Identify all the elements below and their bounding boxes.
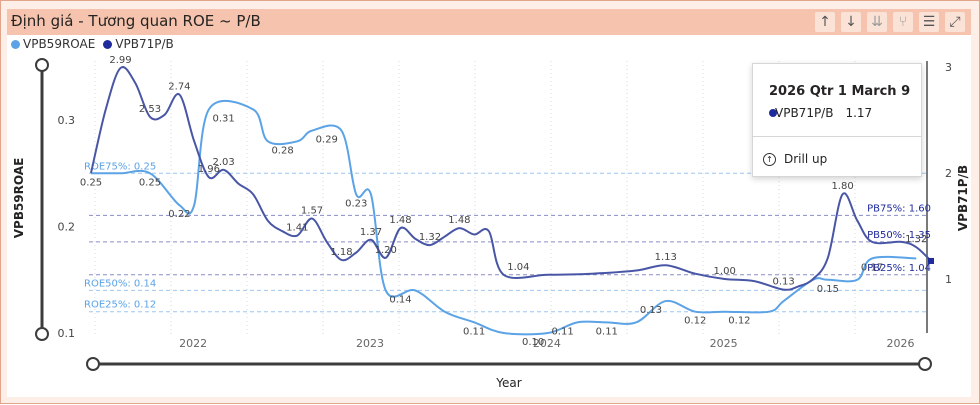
data-label: 0.12 — [684, 316, 706, 327]
visual-header: Định giá - Tương quan ROE ~ P/B ↑ ↓ ⇊ ⑂ ☰ ⤢ — [7, 9, 971, 35]
expand-hierarchy-icon[interactable]: ⑂ — [893, 12, 913, 32]
data-label: 0.25 — [80, 177, 102, 188]
data-label: 1.80 — [831, 181, 853, 192]
y-right-axis-title: VPB71P/B — [956, 165, 970, 231]
data-label: 1.32 — [419, 232, 441, 243]
reference-line-label: ROE50%: 0.14 — [84, 278, 156, 289]
x-tick-label: 2024 — [533, 337, 561, 350]
filter-icon[interactable]: ☰ — [919, 12, 939, 32]
data-label: 2.74 — [168, 82, 190, 93]
data-label: 1.48 — [389, 215, 411, 226]
legend-marker-pb — [103, 39, 113, 49]
y-right-tick-label: 3 — [945, 61, 952, 74]
data-label: 1.20 — [375, 245, 397, 256]
visual-toolbar: ↑ ↓ ⇊ ⑂ ☰ ⤢ — [815, 12, 965, 32]
x-tick-label: 2026 — [887, 337, 915, 350]
tooltip-value: 1.17 — [845, 106, 873, 120]
x-scroll-handle-right[interactable] — [918, 357, 932, 371]
data-label: 0.12 — [728, 316, 750, 327]
reference-line-label: ROE75%: 0.25 — [84, 161, 156, 172]
y-left-tick-label: 0.2 — [58, 221, 76, 234]
tooltip-row: VPB71P/B 1.17 — [769, 106, 872, 120]
data-label: 0.29 — [316, 135, 338, 146]
data-label: 0.10 — [522, 337, 544, 348]
legend-label-pb: VPB71P/B — [115, 37, 174, 51]
x-scroll-handle-left[interactable] — [86, 357, 100, 371]
data-label: 0.28 — [271, 145, 293, 156]
data-label: 0.31 — [212, 113, 234, 124]
y-left-axis-title: VPB59ROAE — [12, 158, 26, 239]
data-label: 1.48 — [448, 215, 470, 226]
visual-title: Định giá - Tương quan ROE ~ P/B — [11, 12, 261, 30]
data-label: 0.17 — [861, 262, 883, 273]
data-label: 1.57 — [301, 206, 323, 217]
data-label: 1.00 — [714, 266, 736, 277]
drill-up-action[interactable]: ↑ Drill up — [763, 152, 827, 166]
x-tick-label: 2022 — [179, 337, 207, 350]
y-left-tick-label: 0.1 — [58, 327, 76, 340]
chart-legend: VPB59ROAE VPB71P/B — [11, 37, 174, 51]
drill-up-label: Drill up — [784, 152, 828, 166]
reference-line-label: PB25%: 1.04 — [867, 263, 931, 274]
y-right-tick-label: 2 — [945, 167, 952, 180]
series-line-roae — [91, 99, 917, 336]
data-label: 1.41 — [286, 223, 308, 234]
focus-mode-icon[interactable]: ⤢ — [945, 12, 965, 32]
legend-item-roae[interactable]: VPB59ROAE — [11, 37, 95, 51]
data-label: 0.11 — [596, 326, 618, 337]
x-tick-label: 2025 — [710, 337, 738, 350]
data-label: 1.96 — [198, 164, 220, 175]
data-label: 0.22 — [168, 209, 190, 220]
drill-down-arrow-icon[interactable]: ↓ — [841, 12, 861, 32]
data-label: 1.04 — [507, 262, 529, 273]
tooltip-divider — [753, 136, 921, 137]
data-label: 0.11 — [463, 326, 485, 337]
data-label: 0.14 — [389, 294, 411, 305]
data-label: 1.32 — [905, 234, 927, 245]
legend-label-roae: VPB59ROAE — [23, 37, 96, 51]
y-scroll-handle-bottom[interactable] — [35, 327, 49, 341]
x-axis-title: Year — [495, 376, 521, 390]
data-label: 0.25 — [139, 177, 161, 188]
tooltip-series-marker — [769, 109, 777, 117]
data-label: 0.13 — [772, 277, 794, 288]
y-right-tick-label: 1 — [945, 273, 952, 286]
data-label: 1.37 — [360, 227, 382, 238]
data-label: 1.18 — [330, 247, 352, 258]
data-label: 0.15 — [817, 284, 839, 295]
tooltip-title: 2026 Qtr 1 March 9 — [769, 84, 911, 99]
x-tick-label: 2023 — [356, 337, 384, 350]
y-scroll-handle-top[interactable] — [35, 58, 49, 72]
legend-marker-roae — [11, 39, 20, 49]
data-label: 2.99 — [109, 55, 131, 66]
tooltip-series-label: VPB71P/B — [775, 106, 834, 120]
series-line-pb — [90, 66, 932, 291]
drill-up-arrow-icon[interactable]: ↑ — [815, 12, 835, 32]
data-label: 2.53 — [139, 104, 161, 115]
y-left-tick-label: 0.3 — [58, 114, 76, 127]
arrow-up-circle-icon: ↑ — [763, 152, 776, 166]
data-label: 0.11 — [551, 326, 573, 337]
data-label: 1.13 — [655, 252, 677, 263]
legend-item-pb[interactable]: VPB71P/B — [103, 37, 174, 51]
data-label: 2.03 — [212, 157, 234, 168]
tooltip: 2026 Qtr 1 March 9 VPB71P/B 1.17 ↑ Drill… — [752, 63, 922, 177]
data-label: 0.23 — [345, 199, 367, 210]
reference-line-label: PB50%: 1.35 — [867, 230, 931, 241]
expand-all-down-icon[interactable]: ⇊ — [867, 12, 887, 32]
reference-line-label: PB75%: 1.60 — [867, 203, 931, 214]
data-label: 0.13 — [640, 305, 662, 316]
highlight-marker[interactable] — [928, 257, 934, 264]
reference-line-label: ROE25%: 0.12 — [84, 300, 156, 311]
